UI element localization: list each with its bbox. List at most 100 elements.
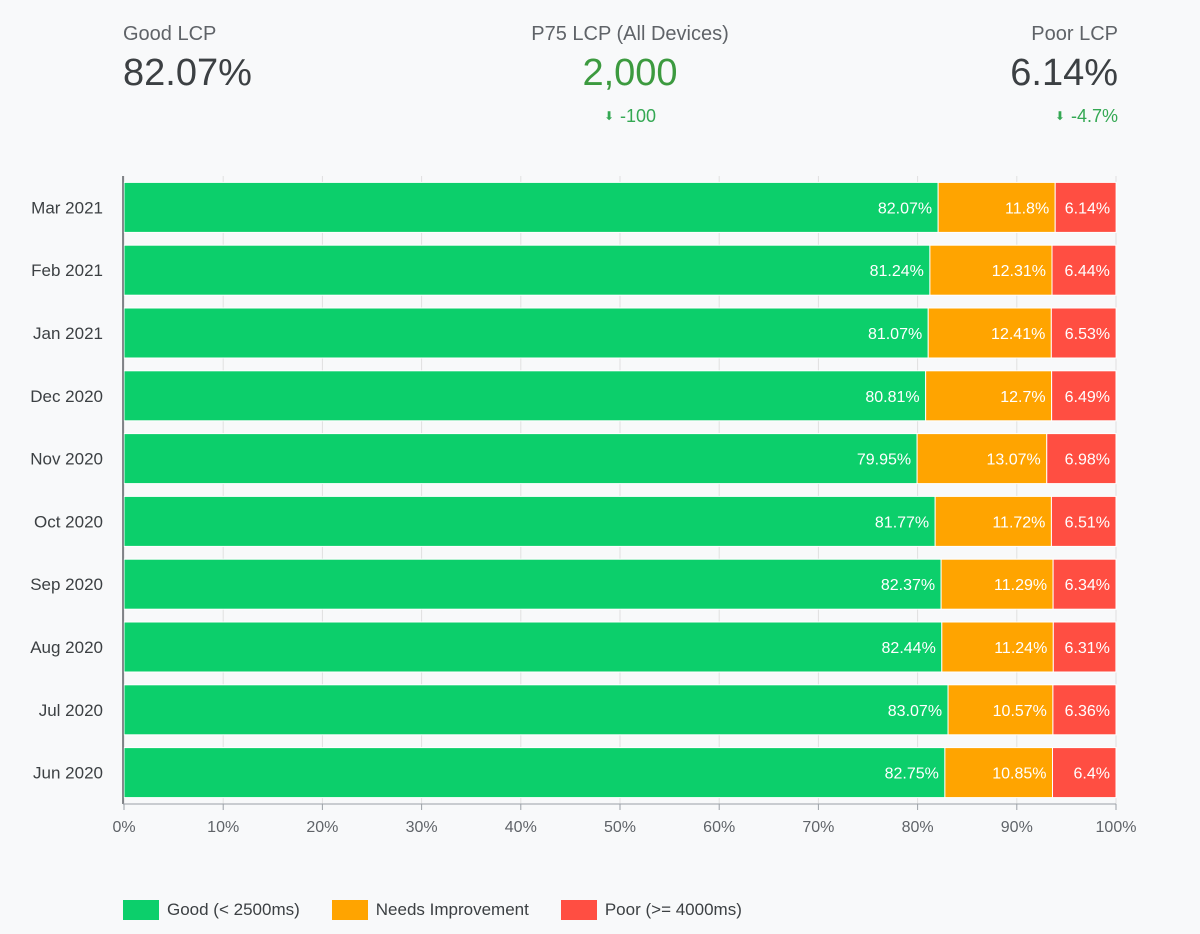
data-label-needs: 11.24% [994, 640, 1047, 657]
data-label-poor: 6.44% [1065, 263, 1110, 280]
bar-segment-good [123, 495, 936, 547]
x-tick-label: 80% [902, 819, 934, 836]
kpi-p75-lcp-delta: ⬇ -100 [430, 104, 830, 128]
bar-segment-good [123, 244, 931, 296]
stacked-bar-chart: 0% 10% 20% 30% 40% 50% 60% 70% 80% 90% 100% Mar 202… [30, 176, 1137, 836]
bar-segment-good [123, 621, 943, 673]
data-label-needs: 12.31% [992, 263, 1046, 280]
kpi-poor-lcp-delta: ⬇ -4.7% [1010, 104, 1118, 128]
y-category-label: Dec 2020 [30, 387, 103, 406]
legend-item-good[interactable]: Good (< 2500ms) [123, 900, 300, 920]
arrow-down-icon: ⬇ [603, 109, 615, 123]
x-tick-label: 90% [1001, 819, 1033, 836]
kpi-good-lcp: Good LCP 82.07% [123, 22, 252, 98]
data-label-poor: 6.36% [1065, 703, 1110, 720]
y-category-label: Aug 2020 [30, 638, 103, 657]
data-label-good: 82.07% [878, 200, 932, 217]
bar-segment-needs [927, 307, 1052, 359]
x-tick-label: 100% [1096, 819, 1137, 836]
data-label-poor: 6.51% [1065, 514, 1110, 531]
bar-segment-needs [925, 370, 1053, 422]
x-tick-label: 30% [406, 819, 438, 836]
x-tick-label: 60% [703, 819, 735, 836]
bar-segment-needs [929, 244, 1053, 296]
data-label-needs: 11.72% [992, 514, 1045, 531]
legend-swatch-poor [560, 900, 597, 920]
y-category-label: Nov 2020 [30, 450, 103, 469]
y-category-label: Mar 2021 [31, 198, 103, 217]
bar-segment-good [123, 307, 929, 359]
bar-segment-good [123, 684, 949, 736]
data-label-needs: 11.8% [1005, 200, 1049, 217]
y-category-label: Jun 2020 [33, 764, 103, 783]
bar-segment-needs [916, 433, 1048, 485]
legend-label-good: Good (< 2500ms) [167, 900, 300, 919]
kpi-good-lcp-value: 82.07% [123, 52, 252, 94]
bar-segment-good [123, 433, 918, 485]
kpi-p75-lcp-delta-value: -100 [620, 106, 657, 126]
y-category-label: Sep 2020 [30, 575, 103, 594]
bar-segment-poor [1050, 307, 1117, 359]
data-label-needs: 12.41% [991, 326, 1045, 343]
kpi-p75-lcp-label: P75 LCP (All Devices) [531, 23, 729, 45]
chart-legend: Good (< 2500ms) Needs Improvement Poor (… [123, 900, 774, 920]
data-label-poor: 6.4% [1074, 766, 1110, 783]
legend-item-poor[interactable]: Poor (>= 4000ms) [560, 900, 742, 920]
bar-segment-needs [944, 747, 1054, 799]
data-label-good: 83.07% [888, 703, 942, 720]
data-label-good: 81.77% [875, 514, 929, 531]
bar-segment-good [123, 558, 942, 610]
bar-segment-poor [1051, 244, 1117, 296]
bar-segment-needs [937, 181, 1056, 233]
bar-segment-poor [1052, 558, 1117, 610]
data-label-poor: 6.98% [1065, 452, 1110, 469]
bar-segment-poor [1050, 495, 1117, 547]
legend-item-needs-improvement[interactable]: Needs Improvement [331, 900, 529, 920]
legend-swatch-needs-improvement [331, 900, 368, 920]
data-label-needs: 13.07% [986, 452, 1040, 469]
x-tick-label: 50% [604, 819, 636, 836]
y-category-label: Jan 2021 [33, 324, 103, 343]
y-category-label: Oct 2020 [34, 512, 103, 531]
data-label-needs: 10.85% [992, 766, 1046, 783]
kpi-p75-lcp: P75 LCP (All Devices) 2,000 ⬇ -100 [430, 22, 830, 128]
bar-segment-good [123, 370, 927, 422]
x-tick-label: 0% [112, 819, 135, 836]
data-label-good: 80.81% [865, 389, 919, 406]
bar-segment-poor [1052, 747, 1117, 799]
bar-segment-poor [1052, 621, 1117, 673]
kpi-p75-lcp-value: 2,000 [582, 52, 678, 94]
x-tick-label: 70% [802, 819, 834, 836]
bar-segment-needs [947, 684, 1054, 736]
data-label-good: 81.24% [870, 263, 924, 280]
bar-segment-needs [934, 495, 1052, 547]
kpi-poor-lcp: Poor LCP 6.14% ⬇ -4.7% [1010, 22, 1118, 128]
kpi-poor-lcp-delta-value: -4.7% [1070, 106, 1118, 126]
x-tick-label: 20% [306, 819, 338, 836]
arrow-down-icon: ⬇ [1054, 109, 1065, 123]
bar-segment-good [123, 747, 946, 799]
data-label-needs: 11.29% [994, 577, 1047, 594]
x-tick-label: 40% [505, 819, 537, 836]
y-category-label: Feb 2021 [31, 261, 103, 280]
kpi-good-lcp-label: Good LCP [123, 23, 217, 45]
data-label-needs: 12.7% [1000, 389, 1045, 406]
bar-segment-poor [1046, 433, 1117, 485]
bar-segment-needs [941, 621, 1054, 673]
bar-segment-poor [1052, 684, 1117, 736]
y-category-label: Jul 2020 [39, 701, 103, 720]
data-label-poor: 6.49% [1065, 389, 1110, 406]
data-label-good: 79.95% [857, 452, 911, 469]
kpi-poor-lcp-value: 6.14% [1010, 52, 1118, 94]
legend-swatch-good [123, 900, 159, 920]
legend-label-poor: Poor (>= 4000ms) [604, 900, 742, 919]
data-label-poor: 6.31% [1065, 640, 1110, 657]
data-label-good: 82.44% [882, 640, 936, 657]
bar-segment-poor [1054, 181, 1117, 233]
data-label-good: 81.07% [868, 326, 922, 343]
legend-label-needs-improvement: Needs Improvement [375, 900, 529, 919]
data-label-good: 82.37% [881, 577, 935, 594]
bar-segment-poor [1051, 370, 1117, 422]
kpi-poor-lcp-label: Poor LCP [1031, 23, 1118, 45]
data-label-needs: 10.57% [993, 703, 1047, 720]
